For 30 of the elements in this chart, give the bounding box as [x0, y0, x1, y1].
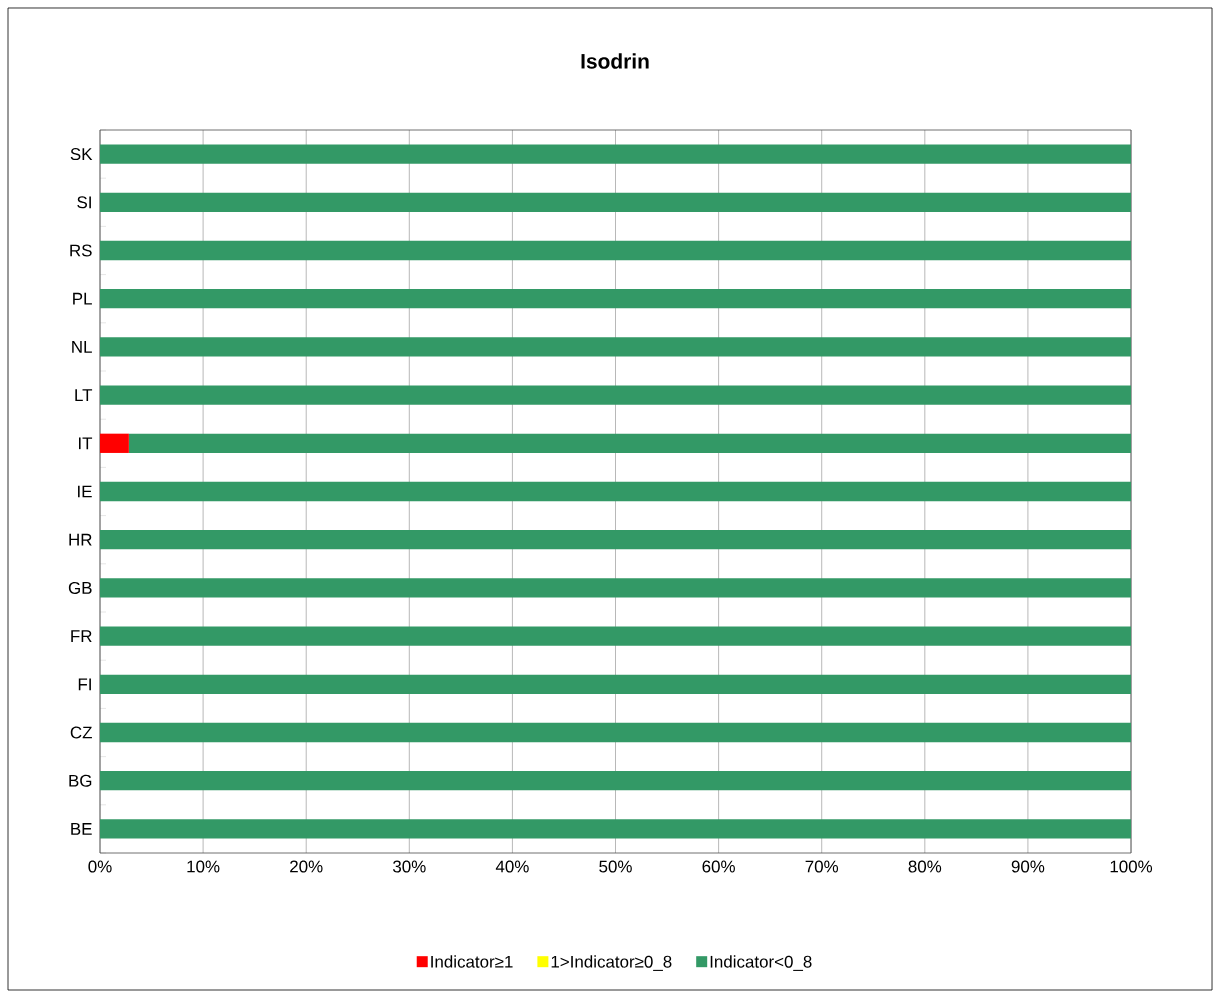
legend-label: Indicator<0_8 — [710, 955, 812, 971]
x-tick-label: 10% — [187, 860, 220, 873]
y-tick-label: GB — [68, 581, 92, 594]
y-tick-label: IE — [78, 485, 92, 498]
y-tick-label: SI — [77, 196, 91, 209]
x-tick-label: 20% — [290, 860, 323, 873]
y-tick-label: LT — [75, 389, 93, 401]
legend-label: 1>Indicator≥0_8 — [551, 955, 672, 971]
x-tick-label: 50% — [599, 860, 632, 873]
x-tick-label: 40% — [495, 860, 529, 873]
y-tick-label: SK — [70, 148, 93, 161]
x-tick-label: 90% — [1011, 860, 1045, 873]
x-tick-label: 60% — [702, 860, 735, 873]
x-tick-label: 0% — [88, 860, 112, 873]
y-tick-label: FR — [71, 630, 92, 642]
y-tick-label: RS — [70, 244, 92, 257]
chart-title: Isodrin — [581, 53, 649, 69]
y-tick-label: PL — [73, 292, 92, 305]
y-tick-label: BG — [69, 774, 92, 787]
y-tick-label: BE — [71, 823, 92, 835]
y-tick-label: FI — [78, 678, 91, 691]
x-tick-label: 30% — [393, 860, 426, 873]
x-tick-label: 100% — [1110, 860, 1153, 873]
y-tick-label: HR — [69, 533, 92, 546]
legend-label: Indicator≥1 — [431, 955, 513, 968]
x-tick-label: 70% — [805, 860, 839, 873]
y-tick-label: NL — [72, 341, 92, 353]
y-tick-label: IT — [78, 437, 93, 450]
x-tick-label: 80% — [908, 860, 942, 873]
y-tick-label: CZ — [70, 726, 92, 739]
